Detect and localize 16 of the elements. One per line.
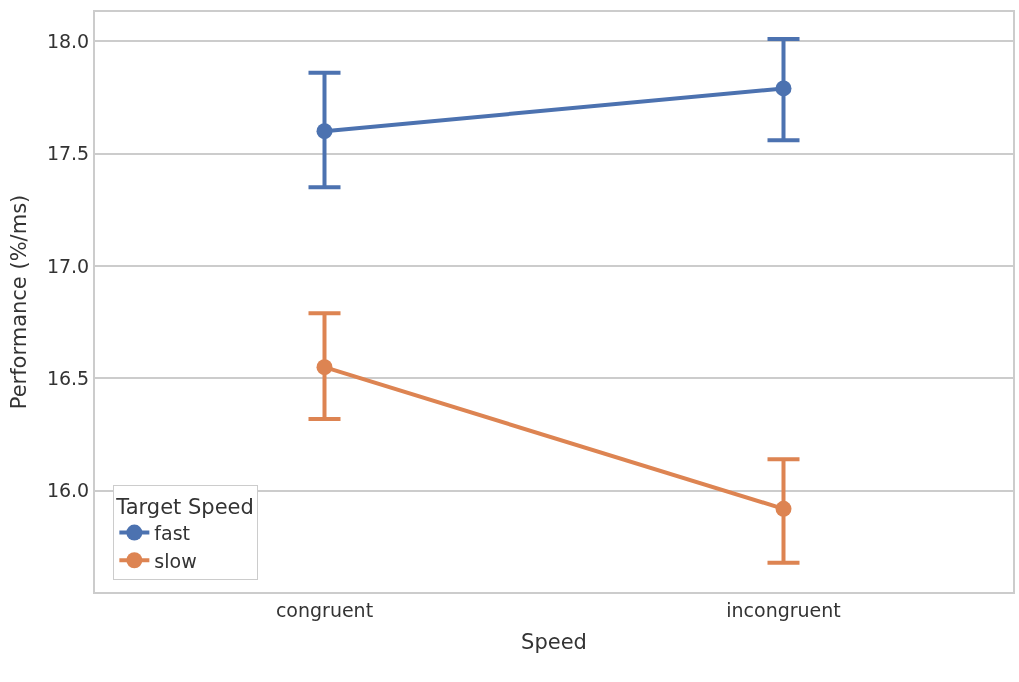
point	[775, 500, 792, 517]
point	[316, 359, 333, 376]
legend-title: Target Speed	[115, 494, 254, 519]
x-tick-label: incongruent	[726, 598, 841, 621]
y-tick-label: 18.0	[46, 29, 90, 52]
y-tick-label: 16.0	[46, 479, 90, 502]
y-tick-label: 17.5	[46, 142, 90, 165]
y-tick-label: 16.5	[46, 367, 90, 390]
y-axis-title: Performance (%/ms)	[6, 194, 31, 410]
point	[775, 80, 792, 97]
y-tick-label: 17.0	[46, 254, 90, 277]
legend-label: slow	[154, 549, 197, 572]
point	[316, 123, 333, 140]
x-axis-title: Speed	[521, 630, 587, 655]
x-tick-label: congruent	[275, 598, 374, 621]
legend-label: fast	[154, 521, 191, 544]
